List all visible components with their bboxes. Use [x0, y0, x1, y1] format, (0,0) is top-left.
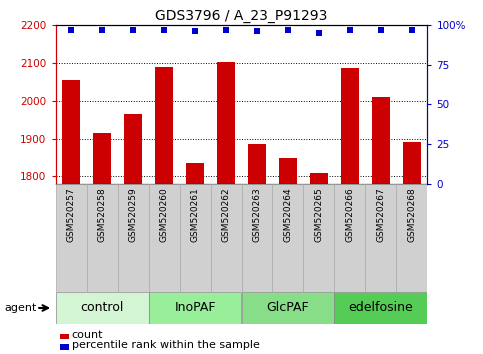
- Text: GlcPAF: GlcPAF: [267, 302, 309, 314]
- Text: GSM520262: GSM520262: [222, 187, 230, 242]
- Text: percentile rank within the sample: percentile rank within the sample: [71, 340, 259, 350]
- Text: GSM520261: GSM520261: [190, 187, 199, 242]
- Bar: [211, 184, 242, 292]
- Point: [284, 27, 292, 32]
- Bar: [180, 184, 211, 292]
- Point: [129, 27, 137, 32]
- Bar: [86, 184, 117, 292]
- Text: GSM520265: GSM520265: [314, 187, 324, 242]
- Text: GDS3796 / A_23_P91293: GDS3796 / A_23_P91293: [156, 9, 327, 23]
- Point: [191, 28, 199, 34]
- Bar: [334, 292, 427, 324]
- Text: GSM520258: GSM520258: [98, 187, 107, 242]
- Bar: [242, 292, 334, 324]
- Text: edelfosine: edelfosine: [349, 302, 413, 314]
- Bar: [248, 144, 266, 354]
- Text: count: count: [71, 330, 103, 339]
- Bar: [366, 184, 397, 292]
- Bar: [341, 68, 359, 354]
- Bar: [372, 97, 390, 354]
- Bar: [272, 184, 303, 292]
- Text: agent: agent: [5, 303, 37, 313]
- Point: [222, 27, 230, 32]
- Text: GSM520260: GSM520260: [159, 187, 169, 242]
- Bar: [155, 67, 173, 354]
- Text: GSM520257: GSM520257: [67, 187, 75, 242]
- Text: GSM520267: GSM520267: [376, 187, 385, 242]
- Bar: [124, 114, 142, 354]
- Bar: [397, 184, 427, 292]
- Bar: [242, 184, 272, 292]
- Bar: [117, 184, 149, 292]
- Bar: [60, 334, 69, 339]
- Bar: [56, 184, 86, 292]
- Bar: [56, 292, 149, 324]
- Point: [67, 27, 75, 32]
- Text: GSM520263: GSM520263: [253, 187, 261, 242]
- Bar: [186, 163, 204, 354]
- Point: [160, 27, 168, 32]
- Bar: [279, 158, 297, 354]
- Bar: [62, 80, 80, 354]
- Point: [315, 30, 323, 35]
- Bar: [60, 344, 69, 350]
- Bar: [149, 292, 242, 324]
- Text: GSM520266: GSM520266: [345, 187, 355, 242]
- Bar: [217, 62, 235, 354]
- Point: [253, 28, 261, 34]
- Text: control: control: [80, 302, 124, 314]
- Point: [98, 27, 106, 32]
- Text: GSM520259: GSM520259: [128, 187, 138, 242]
- Bar: [334, 184, 366, 292]
- Bar: [149, 184, 180, 292]
- Text: GSM520268: GSM520268: [408, 187, 416, 242]
- Bar: [303, 184, 334, 292]
- Point: [346, 27, 354, 32]
- Bar: [93, 133, 112, 354]
- Bar: [403, 142, 421, 354]
- Bar: [310, 173, 328, 354]
- Text: GSM520264: GSM520264: [284, 187, 293, 242]
- Point: [377, 27, 385, 32]
- Text: InoPAF: InoPAF: [174, 302, 216, 314]
- Point: [408, 27, 416, 32]
